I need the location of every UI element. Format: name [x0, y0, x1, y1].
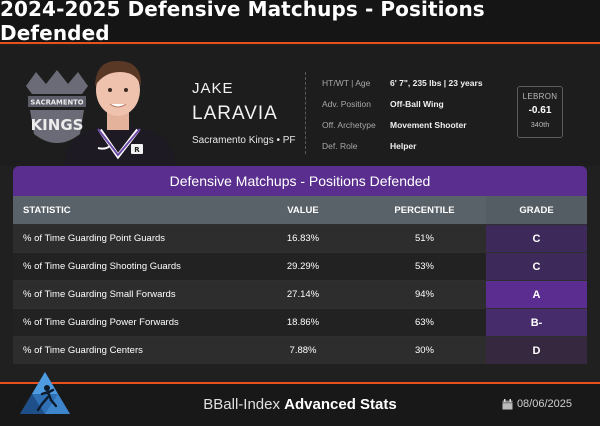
table-title: Defensive Matchups - Positions Defended: [13, 166, 587, 196]
statistic-cell: % of Time Guarding Centers: [23, 345, 143, 356]
table-row: % of Time Guarding Point Guards 16.83% 51%…: [13, 224, 587, 252]
lebron-label: LEBRON: [522, 92, 558, 101]
percentile-cell: 30%: [414, 345, 434, 356]
header-grade: GRADE: [486, 196, 587, 224]
grade-cell: D: [486, 337, 587, 364]
grade-cell: C: [486, 253, 587, 280]
header-statistic: STATISTIC: [23, 204, 71, 216]
table-header-row: STATISTIC VALUE PERCENTILE GRADE: [13, 196, 587, 224]
footer: BBall-Index Advanced Stats 08/06/2025: [0, 372, 600, 426]
matchups-table: Defensive Matchups - Positions Defended …: [13, 166, 587, 364]
bball-index-logo-icon: [20, 372, 70, 414]
footer-date-text: 08/06/2025: [516, 398, 572, 410]
table-row: % of Time Guarding Power Forwards 18.86% 6…: [13, 308, 587, 336]
info-row: Off. Archetype Movement Shooter: [322, 114, 512, 135]
statistic-cell: % of Time Guarding Point Guards: [23, 233, 166, 244]
info-label: Off. Archetype: [322, 119, 376, 130]
info-row: HT/WT | Age 6' 7", 235 lbs | 23 years: [322, 72, 512, 93]
svg-text:KINGS: KINGS: [31, 116, 84, 134]
footer-brand: BBall-Index: [203, 396, 280, 413]
footer-date: 08/06/2025: [502, 398, 572, 410]
info-label: HT/WT | Age: [322, 77, 371, 88]
calendar-icon: [502, 398, 513, 409]
grade-cell: B-: [486, 309, 587, 336]
grade-cell: A: [486, 281, 587, 308]
team-logo: SACRAMENTO KINGS: [26, 70, 88, 143]
statistic-cell: % of Time Guarding Power Forwards: [23, 317, 179, 328]
statistic-cell: % of Time Guarding Shooting Guards: [23, 261, 181, 272]
lebron-value: -0.61: [528, 105, 552, 116]
player-name-block: JAKE LARAVIA Sacramento Kings • PF: [192, 80, 296, 146]
footer-advanced-stats: Advanced Stats: [284, 396, 397, 413]
info-value: Off-Ball Wing: [390, 98, 444, 109]
value-cell: 16.83%: [286, 233, 320, 244]
page-title: 2024-2025 Defensive Matchups - Positions…: [0, 0, 485, 45]
header-percentile: PERCENTILE: [394, 204, 455, 216]
info-label: Adv. Position: [322, 98, 371, 109]
statistic-cell: % of Time Guarding Small Forwards: [23, 289, 176, 300]
info-value: Movement Shooter: [390, 119, 467, 130]
table-row: % of Time Guarding Small Forwards 27.14% 9…: [13, 280, 587, 308]
player-panel: SACRAMENTO KINGS R JAKE LARAVIA Sacramen…: [0, 46, 600, 166]
lebron-rank: 340th: [530, 120, 550, 129]
table-body: % of Time Guarding Point Guards 16.83% 51%…: [13, 224, 587, 364]
value-cell: 18.86%: [286, 317, 320, 328]
player-first-name: JAKE: [192, 80, 234, 97]
value-cell: 29.29%: [286, 261, 320, 272]
info-value: 6' 7", 235 lbs | 23 years: [390, 77, 483, 88]
value-cell: 27.14%: [286, 289, 320, 300]
info-divider: [305, 72, 306, 154]
title-bar: 2024-2025 Defensive Matchups - Positions…: [0, 0, 600, 45]
svg-text:R: R: [134, 146, 140, 154]
table-row: % of Time Guarding Centers 7.88% 30% D: [13, 336, 587, 364]
grade-cell: C: [486, 225, 587, 252]
player-last-name: LARAVIA: [192, 103, 278, 124]
table-row: % of Time Guarding Shooting Guards 29.29%…: [13, 252, 587, 280]
percentile-cell: 53%: [414, 261, 434, 272]
footer-title: BBall-Index Advanced Stats: [0, 396, 600, 413]
info-row: Def. Role Helper: [322, 135, 512, 156]
player-team-position: Sacramento Kings • PF: [192, 135, 296, 146]
percentile-cell: 94%: [414, 289, 434, 300]
value-cell: 7.88%: [289, 345, 317, 356]
info-value: Helper: [390, 140, 417, 151]
info-row: Adv. Position Off-Ball Wing: [322, 93, 512, 114]
svg-text:SACRAMENTO: SACRAMENTO: [30, 99, 83, 107]
player-photo: R: [64, 60, 176, 166]
percentile-cell: 63%: [414, 317, 434, 328]
lebron-box: LEBRON -0.61 340th: [517, 86, 563, 138]
player-info: HT/WT | Age 6' 7", 235 lbs | 23 years Ad…: [322, 72, 512, 156]
header-value: VALUE: [287, 204, 319, 216]
info-label: Def. Role: [322, 140, 358, 151]
percentile-cell: 51%: [414, 233, 434, 244]
